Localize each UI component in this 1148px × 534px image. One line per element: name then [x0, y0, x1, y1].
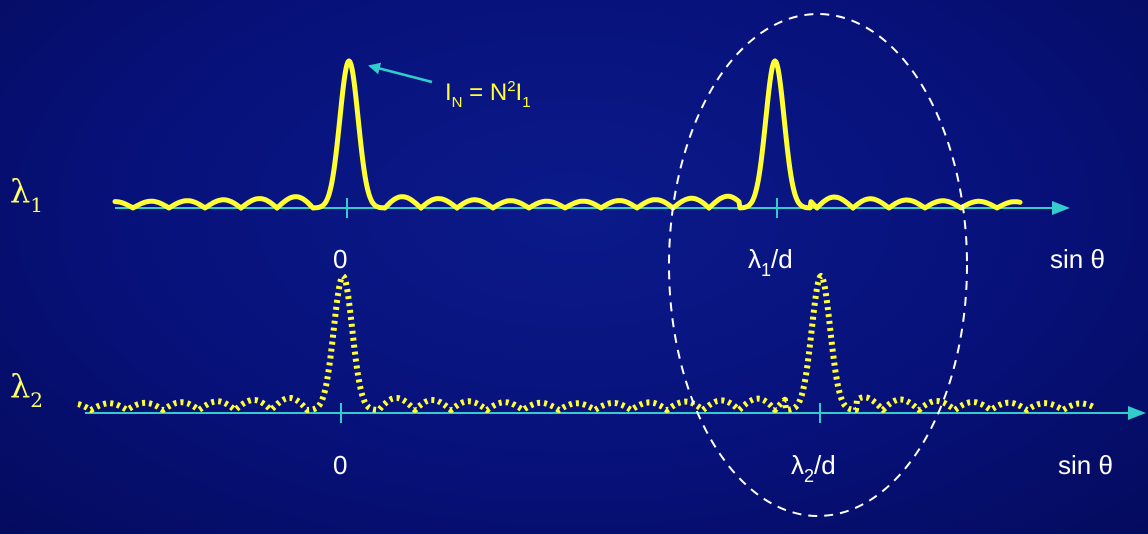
- intensity-curve-lambda2: [76, 273, 1097, 413]
- axis-label-lambda2: sin θ: [1058, 450, 1113, 480]
- origin-label-lambda1: 0: [333, 244, 347, 274]
- row-lambda2: λ2 0 λ2/d sin θ: [10, 273, 1146, 486]
- annotation-arrow: [368, 62, 433, 84]
- peak-label-lambda1: λ1/d: [748, 244, 793, 280]
- intensity-curve-lambda1: [112, 58, 1023, 211]
- row-lambda1: λ1 0 λ1/d sin θ: [10, 58, 1105, 280]
- lambda2-label: λ2: [10, 367, 43, 412]
- axis-arrowhead-lambda2: [1128, 406, 1146, 420]
- peak-annotation: IN = N2I1: [368, 62, 531, 111]
- annotation-formula: IN = N2I1: [445, 78, 531, 111]
- peak-label-lambda2: λ2/d: [791, 450, 836, 486]
- lambda1-label: λ1: [10, 172, 43, 217]
- axis-arrowhead-lambda1: [1052, 201, 1070, 215]
- axis-label-lambda1: sin θ: [1050, 244, 1105, 274]
- highlight-ellipse: [668, 13, 968, 517]
- origin-label-lambda2: 0: [333, 450, 347, 480]
